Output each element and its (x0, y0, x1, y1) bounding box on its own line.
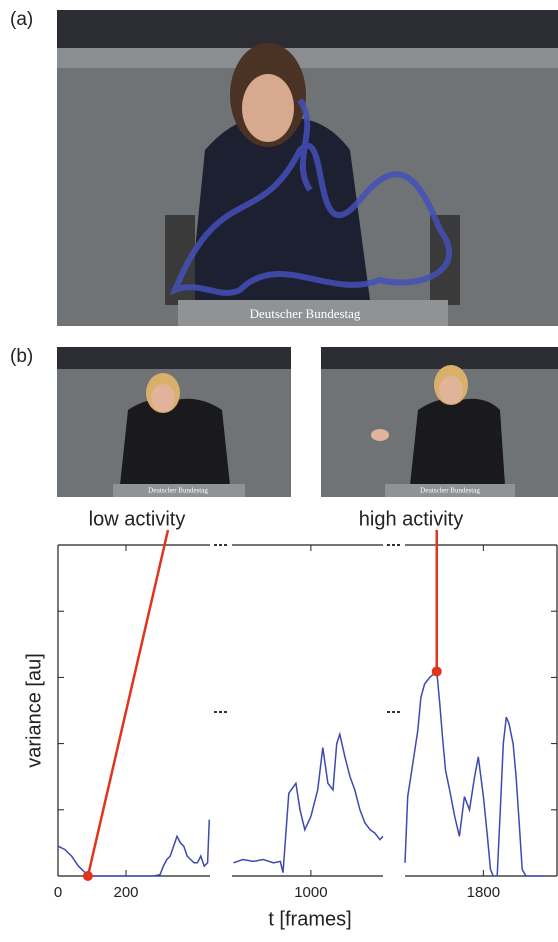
page: {"panels": {"a": {"label": "(a)", "sign"… (0, 0, 558, 937)
annotation-point (83, 871, 93, 881)
data-line (233, 734, 383, 872)
y-axis-label: variance [au] (23, 653, 45, 768)
annotation-point (432, 666, 442, 676)
x-axis-label: t [frames] (268, 908, 351, 930)
photo-sign: Deutscher Bundestag (250, 306, 361, 321)
annotation-text: high activity (359, 508, 464, 530)
photo-a: Deutscher Bundestag (57, 10, 558, 326)
x-tick-label: 0 (54, 884, 62, 901)
photo-b-left: Deutscher Bundestag (57, 347, 291, 497)
data-line (58, 820, 209, 876)
photo-sign: Deutscher Bundestag (420, 487, 480, 495)
x-tick-label: 200 (113, 884, 138, 901)
x-tick-label: 1800 (467, 884, 500, 901)
x-tick-label: 1000 (294, 884, 327, 901)
axis-break (214, 544, 400, 713)
photo-b-right: Deutscher Bundestag (321, 347, 558, 497)
panel-label: (b) (10, 346, 33, 367)
figure: (a) Deutscher Bundestag (b) Deutscher Bu… (0, 0, 558, 937)
annotation-text: low activity (89, 508, 186, 530)
photo-sign: Deutscher Bundestag (148, 487, 208, 495)
annotation-line (88, 530, 168, 876)
data-line (405, 671, 544, 876)
panel-label: (a) (10, 9, 33, 30)
